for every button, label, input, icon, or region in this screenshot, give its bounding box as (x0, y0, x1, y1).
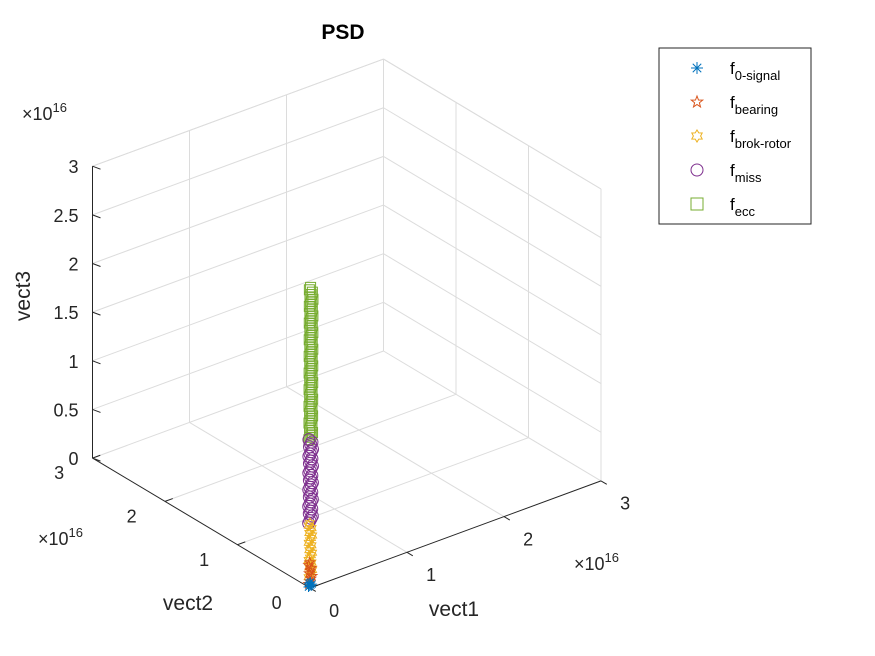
wall-grid-line (92, 253, 384, 362)
z-tick-label: 1.5 (53, 303, 78, 323)
wall-grid-line (383, 107, 602, 239)
y-axis-line (92, 457, 311, 589)
data-marker (305, 577, 316, 588)
chart-title: PSD (321, 21, 364, 44)
legend-marker (689, 94, 705, 109)
x-axis-line (309, 480, 602, 589)
wall-grid-line (92, 107, 384, 216)
x-axis-exponent: ×1016 (574, 550, 619, 574)
wall-grid-line (92, 155, 384, 264)
data-marker (303, 556, 316, 568)
z-tick-mark (92, 165, 101, 170)
y-tick-label: 3 (54, 463, 64, 483)
z-tick-mark (92, 360, 101, 365)
data-marker (305, 435, 319, 449)
data-marker (303, 284, 315, 296)
legend-label: fbearing (730, 93, 778, 117)
y-tick-mark (237, 541, 246, 546)
wall-grid-line (92, 301, 384, 410)
legend-label: fbrok-rotor (730, 127, 792, 151)
z-tick-mark (92, 457, 101, 462)
x-tick-label: 0 (329, 601, 339, 621)
legend-item-ecc: fecc (690, 195, 755, 219)
z-axis-exponent: ×1016 (22, 100, 67, 124)
x-tick-mark (600, 480, 608, 485)
z-tick-label: 2 (68, 255, 78, 275)
x-tick-mark (406, 551, 414, 557)
y-tick-label: 1 (199, 550, 209, 570)
series-miss (302, 433, 320, 530)
legend-marker (691, 62, 703, 74)
y-axis-exponent: ×1016 (38, 525, 83, 549)
wall-grid-line (383, 58, 602, 190)
z-tick-label: 1 (68, 352, 78, 372)
floor-grid-line (237, 437, 529, 546)
legend: f0-signal fbearing fbrok-rotor fmiss fecc (658, 47, 812, 225)
wall-grid-line (383, 301, 602, 433)
y-tick-mark (92, 454, 101, 459)
grid-lines (92, 58, 602, 553)
legend-item-miss: fmiss (690, 161, 762, 185)
z-axis-label: vect3 (12, 271, 35, 321)
wall-grid-line (92, 58, 384, 167)
x-tick-mark (503, 516, 511, 521)
wall-grid-line (383, 204, 602, 336)
data-markers (302, 281, 320, 593)
wall-grid-line (383, 253, 602, 385)
floor-edge (92, 350, 384, 459)
x-axis-label: vect1 (429, 598, 479, 621)
legend-item-brok-rotor: fbrok-rotor (690, 127, 792, 151)
y-tick-label: 2 (127, 507, 137, 527)
x-tick-label: 1 (426, 565, 436, 585)
floor-grid-line (286, 386, 505, 518)
legend-label: f0-signal (730, 59, 780, 83)
y-tick-mark (164, 498, 173, 502)
z-tick-mark (92, 214, 101, 219)
z-tick-label: 3 (68, 157, 78, 177)
z-tick-mark (92, 408, 101, 413)
floor-edge (383, 350, 602, 482)
z-tick-mark (92, 311, 101, 316)
wall-grid-line (92, 204, 384, 313)
legend-marker (690, 129, 704, 143)
x-tick-label: 2 (523, 529, 533, 549)
wall-grid-line (383, 155, 602, 287)
y-axis-label: vect2 (163, 592, 213, 615)
z-tick-label: 0 (68, 449, 78, 469)
z-tick-mark (92, 263, 101, 267)
data-marker (305, 281, 317, 293)
series-0-signal (303, 577, 318, 593)
data-marker (304, 517, 316, 530)
x-tick-label: 3 (620, 494, 630, 514)
series-ecc (303, 281, 319, 446)
legend-marker (690, 197, 704, 211)
z-tick-label: 2.5 (53, 206, 78, 226)
data-marker (302, 433, 316, 447)
z-tick-label: 0.5 (53, 400, 78, 420)
legend-marker (690, 163, 704, 177)
legend-item-bearing: fbearing (689, 93, 778, 117)
legend-label: fecc (730, 195, 755, 219)
floor-grid-line (189, 421, 408, 553)
legend-label: fmiss (730, 161, 762, 185)
legend-box (658, 47, 812, 225)
legend-item-0-signal: f0-signal (691, 59, 780, 83)
y-tick-label: 0 (272, 593, 282, 613)
